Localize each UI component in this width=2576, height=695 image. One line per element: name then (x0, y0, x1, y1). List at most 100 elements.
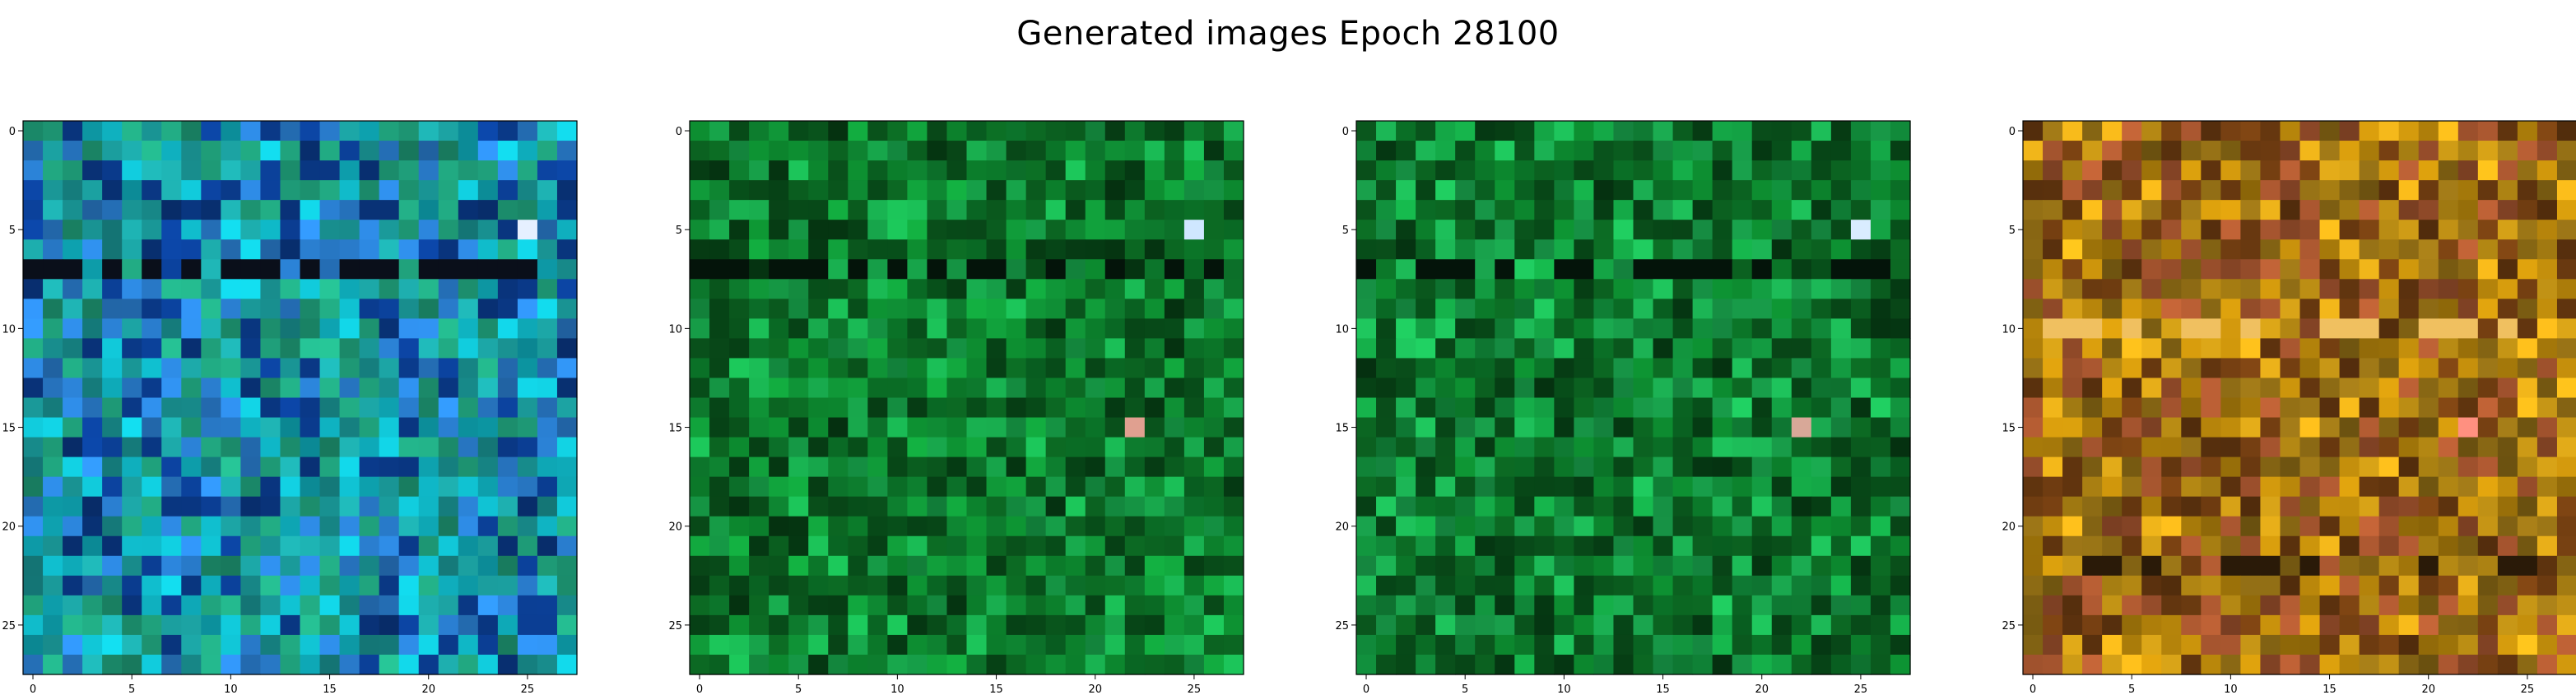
heatmap-cell (240, 200, 262, 220)
heatmap-cell (1376, 634, 1397, 656)
heatmap-cell (1890, 180, 1911, 201)
heatmap-cell (966, 456, 988, 478)
heatmap-cell (2497, 417, 2518, 438)
heatmap-cell (828, 555, 849, 577)
heatmap-cell (1455, 417, 1476, 438)
heatmap-cell (769, 358, 789, 379)
heatmap-cell (887, 200, 908, 220)
heatmap-cell (1514, 259, 1535, 280)
heatmap-cell (2062, 239, 2083, 260)
heatmap-cell (1534, 595, 1555, 616)
heatmap-cell (1633, 141, 1654, 161)
heatmap-cell (1045, 397, 1067, 419)
heatmap-cell (1085, 160, 1106, 181)
heatmap-cell (769, 654, 789, 675)
heatmap-cell (240, 575, 262, 596)
heatmap-cell (339, 160, 360, 181)
heatmap-cell (1006, 654, 1027, 675)
heatmap-cell (2201, 476, 2221, 498)
heatmap-cell (1435, 358, 1456, 379)
heatmap-cell (788, 318, 809, 339)
heatmap-cell (808, 220, 829, 240)
heatmap-cell (300, 575, 321, 596)
heatmap-cell (82, 338, 103, 359)
heatmap-cell (927, 378, 948, 399)
heatmap-cell (2457, 535, 2479, 557)
heatmap-cell (1850, 654, 1872, 675)
heatmap-cell (2161, 318, 2182, 339)
heatmap-cell (887, 358, 908, 379)
heatmap-cell (867, 654, 888, 675)
heatmap-cell (280, 595, 301, 616)
heatmap-cell (2102, 141, 2123, 161)
heatmap-cell (122, 220, 142, 240)
heatmap-cell (2299, 417, 2321, 438)
heatmap-cell (1613, 220, 1634, 240)
heatmap-cell (2299, 200, 2321, 220)
heatmap-cell (63, 160, 83, 181)
heatmap-cell (1811, 437, 1832, 458)
heatmap-cell (828, 160, 849, 181)
heatmap-cell (43, 141, 63, 161)
heatmap-cell (2082, 614, 2103, 636)
heatmap-cell (2181, 437, 2202, 458)
heatmap-cell (1514, 378, 1535, 399)
heatmap-cell (201, 634, 221, 656)
heatmap-cell (2220, 338, 2241, 359)
heatmap-cell (2536, 496, 2558, 517)
heatmap-cell (1633, 259, 1654, 280)
heatmap-cell (1653, 239, 1674, 260)
heatmap-cell (2280, 437, 2301, 458)
heatmap-cell (1396, 634, 1416, 656)
heatmap-cell (1771, 595, 1793, 616)
heatmap-cell (1025, 397, 1047, 419)
heatmap-cell (2319, 259, 2341, 280)
heatmap-cell (1574, 121, 1595, 141)
heatmap-cell (477, 180, 499, 201)
heatmap-cell (2280, 496, 2301, 517)
heatmap-cell (2378, 634, 2400, 656)
heatmap-cell (2378, 535, 2400, 557)
heatmap-cell (2181, 141, 2202, 161)
heatmap-cell (181, 338, 202, 359)
heatmap-cell (1514, 358, 1535, 379)
heatmap-cell (2082, 378, 2103, 399)
heatmap-cell (2280, 378, 2301, 399)
heatmap-cell (2220, 299, 2241, 319)
y-tick-label: 25 (2002, 620, 2016, 632)
heatmap-cell (2319, 476, 2341, 498)
heatmap-cell (43, 200, 63, 220)
heatmap-cell (300, 397, 321, 419)
heatmap-cell (1850, 456, 1872, 478)
heatmap-cell (1593, 595, 1615, 616)
heatmap-cell (1475, 535, 1495, 557)
heatmap-cell (2339, 634, 2360, 656)
heatmap-cell (1771, 200, 1793, 220)
heatmap-cell (2240, 496, 2262, 517)
heatmap-cell (82, 516, 103, 537)
heatmap-cell (201, 259, 221, 280)
heatmap-cell (1435, 476, 1456, 498)
heatmap-cell (2220, 496, 2241, 517)
heatmap-cell (2477, 437, 2499, 458)
heatmap-cell (359, 555, 380, 577)
heatmap-cell (966, 141, 988, 161)
heatmap-cell (1593, 417, 1615, 438)
heatmap-cell (1144, 654, 1165, 675)
heatmap-cell (946, 476, 968, 498)
heatmap-cell (966, 397, 988, 419)
heatmap-cell (1085, 279, 1106, 299)
heatmap-cell (2141, 318, 2162, 339)
heatmap-cell (418, 239, 439, 260)
heatmap-cell (1455, 397, 1476, 419)
heatmap-cell (927, 259, 948, 280)
heatmap-cell (1633, 200, 1654, 220)
heatmap-cell (1203, 299, 1225, 319)
heatmap-cell (887, 516, 908, 537)
heatmap-cell (848, 259, 868, 280)
heatmap-cell (788, 595, 809, 616)
heatmap-cell (788, 417, 809, 438)
heatmap-cell (1613, 299, 1634, 319)
heatmap-cell (2517, 496, 2538, 517)
